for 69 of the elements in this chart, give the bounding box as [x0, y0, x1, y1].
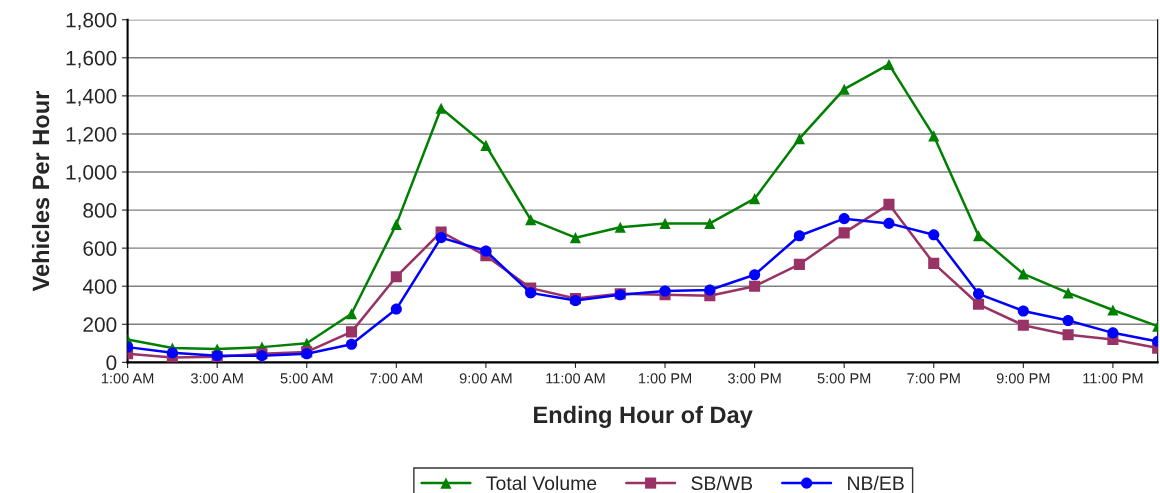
point	[480, 245, 492, 257]
point	[838, 213, 850, 225]
y-tick-label: 1,200	[66, 126, 117, 145]
point	[390, 218, 402, 230]
point	[838, 83, 850, 95]
x-tick-label: 1:00 PM	[638, 373, 691, 384]
point	[480, 139, 492, 151]
point	[704, 284, 716, 296]
point	[1062, 329, 1074, 341]
x-tick-label: 3:00 PM	[728, 373, 781, 384]
point	[704, 217, 716, 229]
point	[928, 229, 940, 241]
point	[166, 347, 178, 359]
point	[928, 257, 940, 269]
point	[883, 217, 895, 229]
point	[1017, 319, 1029, 331]
y-tick-label: 0	[106, 355, 117, 371]
x-tick-label: 5:00 AM	[280, 373, 333, 384]
point	[793, 133, 805, 145]
point	[1062, 314, 1074, 327]
x-tick-label: 11:00 PM	[1083, 373, 1143, 384]
y-tick-label: 1,000	[66, 165, 117, 183]
point	[1107, 304, 1119, 316]
x-tick-label: 9:00 PM	[996, 373, 1050, 384]
point	[525, 287, 537, 299]
y-tick-label: 1,600	[66, 50, 117, 69]
y-tick-label: 600	[83, 241, 117, 256]
x-tick-label: 7:00 PM	[907, 373, 960, 384]
x-tick-label: 3:00 AM	[190, 373, 243, 384]
y-tick-label: 800	[83, 203, 117, 218]
point	[435, 102, 447, 114]
point	[569, 232, 582, 244]
y-tick-label: 1,400	[66, 88, 117, 107]
point	[390, 271, 402, 283]
x-axis-title: Ending Hour of Day	[534, 405, 753, 428]
y-axis-title: Vehicles Per Hour	[31, 90, 50, 292]
x-tick-label: 7:00 AM	[370, 373, 422, 384]
point	[883, 58, 895, 71]
point	[345, 326, 358, 338]
point	[659, 285, 671, 297]
point	[435, 232, 447, 244]
y-tick-label: 200	[83, 317, 117, 333]
x-tick-label: 9:00 AM	[459, 373, 512, 384]
point	[749, 193, 761, 205]
legend-label: SB/WB	[691, 475, 753, 491]
point	[614, 221, 626, 233]
point	[972, 288, 985, 300]
point	[749, 280, 761, 292]
x-tick-label: 1:00 AM	[101, 373, 154, 384]
point	[1107, 327, 1119, 339]
point	[345, 338, 358, 350]
legend-label: NB/EB	[848, 475, 904, 491]
point	[793, 258, 805, 270]
point	[1017, 305, 1029, 317]
point	[972, 230, 985, 242]
point	[838, 227, 850, 239]
point	[972, 298, 985, 310]
legend-label: Total Volume	[486, 475, 597, 491]
point	[883, 198, 895, 210]
y-tick-label: 400	[82, 279, 117, 294]
point	[390, 303, 402, 315]
x-tick-label: 11:00 AM	[546, 373, 605, 384]
point	[793, 230, 805, 242]
point	[525, 214, 537, 226]
y-tick-label: 1,800	[66, 12, 117, 30]
point	[659, 217, 671, 229]
x-tick-label: 5:00 PM	[817, 373, 871, 384]
point	[749, 269, 761, 281]
point	[345, 308, 358, 320]
